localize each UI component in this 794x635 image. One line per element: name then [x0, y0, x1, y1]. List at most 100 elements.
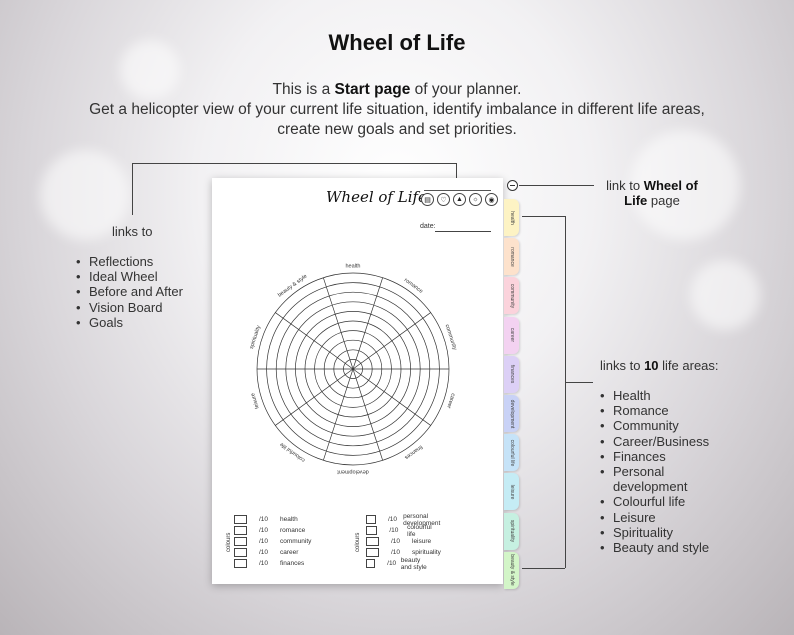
right-links-list: Health Romance Community Career/Business…	[600, 388, 709, 555]
colour-box[interactable]	[234, 548, 247, 557]
score-row: /10 romance	[234, 526, 305, 535]
list-item: Reflections	[76, 254, 183, 269]
list-item: Before and After	[76, 284, 183, 299]
score-row: /10 colourful life	[366, 524, 437, 538]
tab-label: spirituality	[508, 519, 515, 543]
tab-label: community	[508, 283, 515, 308]
list-item: Career/Business	[600, 434, 709, 449]
connector-line	[565, 216, 566, 568]
list-item: Goals	[76, 315, 183, 330]
colour-box[interactable]	[234, 559, 247, 568]
planner-icon-row: ▤ ♡ ▲ ☼ ◉	[421, 193, 498, 206]
tab-label: colourful life	[508, 439, 515, 467]
score-row: /10 career	[234, 548, 298, 557]
wheel-label: career	[445, 392, 456, 409]
tab-label: health	[508, 210, 515, 225]
date-field[interactable]	[435, 231, 491, 232]
bokeh-light	[40, 150, 130, 240]
bokeh-light	[630, 130, 740, 240]
connector-line	[522, 568, 565, 569]
wheel-spoke	[275, 368, 354, 426]
tab-beauty-style[interactable]: beauty & style	[504, 551, 519, 589]
list-item: Leisure	[600, 510, 709, 525]
left-links-label: links to	[112, 224, 153, 239]
score-row: /10 spirituality	[366, 548, 441, 557]
wheel-label: finances	[403, 444, 423, 461]
score-row: /10 leisure	[366, 537, 431, 546]
connector-line	[132, 163, 456, 164]
list-item: Colourful life	[600, 494, 709, 509]
wheel-label: romance	[403, 277, 424, 294]
connector-line	[522, 216, 565, 217]
wheel-page-link-icon[interactable]	[507, 180, 518, 191]
wheel-spoke	[352, 368, 383, 461]
wheel-label: leisure	[250, 392, 261, 409]
planner-page	[212, 178, 503, 584]
planner-title: Wheel of Life	[326, 188, 427, 206]
score-row: /10 personal development	[366, 513, 449, 527]
heart-icon[interactable]: ♡	[437, 193, 450, 206]
wheel-spoke	[352, 277, 383, 370]
page-title: Wheel of Life	[328, 30, 466, 55]
tab-label: career	[508, 328, 515, 343]
list-item: Community	[600, 418, 709, 433]
colour-box[interactable]	[366, 537, 379, 546]
colours-label: colours	[355, 532, 361, 552]
wheel-label: spirituality	[249, 325, 262, 350]
wheel-spoke	[323, 368, 354, 461]
colour-box[interactable]	[234, 526, 247, 535]
score-row: /10 beauty and style	[366, 557, 432, 571]
list-item: Finances	[600, 449, 709, 464]
list-item: Health	[600, 388, 709, 403]
bokeh-light	[690, 260, 760, 330]
score-row: /10 finances	[234, 559, 304, 568]
tab-colourful-life[interactable]: colourful life	[504, 434, 519, 472]
left-links-list: Reflections Ideal Wheel Before and After…	[76, 254, 183, 330]
colour-box[interactable]	[366, 548, 379, 557]
colour-box[interactable]	[366, 526, 378, 535]
score-row: /10 community	[234, 537, 311, 546]
colour-box[interactable]	[366, 559, 376, 568]
tab-label: beauty & style	[508, 554, 515, 586]
wheel-spoke	[352, 368, 431, 426]
tab-label: development	[508, 399, 515, 428]
date-label: date:	[420, 223, 436, 230]
connector-line	[519, 185, 594, 186]
list-item: Vision Board	[76, 300, 183, 315]
connector-line	[456, 163, 457, 191]
colour-box[interactable]	[234, 537, 247, 546]
tab-leisure[interactable]: leisure	[504, 473, 519, 511]
document-icon[interactable]: ▤	[421, 193, 434, 206]
list-item: Ideal Wheel	[76, 269, 183, 284]
intro-text: This is a Start page of your planner. Ge…	[89, 81, 705, 138]
chart-icon[interactable]: ▲	[453, 193, 466, 206]
connector-line	[565, 382, 593, 383]
connector-line	[132, 163, 133, 215]
tab-label: romance	[508, 246, 515, 267]
sun-icon[interactable]: ☼	[469, 193, 482, 206]
tab-career[interactable]: career	[504, 316, 519, 354]
wheel-spoke	[323, 277, 354, 370]
target-icon[interactable]: ◉	[485, 193, 498, 206]
tab-spirituality[interactable]: spirituality	[504, 512, 519, 550]
colours-label: colours	[226, 532, 232, 552]
tab-community[interactable]: community	[504, 277, 519, 315]
bokeh-light	[120, 40, 180, 100]
life-wheel: health romance community career finances deve…	[249, 263, 458, 475]
list-item: Beauty and style	[600, 540, 709, 555]
wheel-link-note: link to Wheel of Life page	[606, 178, 698, 208]
tab-development[interactable]: development	[504, 395, 519, 432]
divider	[424, 190, 491, 191]
tab-finances[interactable]: finances	[504, 355, 519, 393]
colour-box[interactable]	[366, 515, 376, 524]
tab-romance[interactable]: romance	[504, 238, 519, 276]
tab-label: leisure	[508, 484, 515, 500]
tab-health[interactable]: health	[504, 199, 519, 236]
wheel-label: development	[337, 469, 369, 475]
colour-box[interactable]	[234, 515, 247, 524]
wheel-label: health	[346, 263, 361, 269]
list-item: Romance	[600, 403, 709, 418]
list-item: Personal	[600, 464, 709, 479]
wheel-label: beauty & style	[277, 273, 308, 298]
score-row: /10 health	[234, 515, 298, 524]
